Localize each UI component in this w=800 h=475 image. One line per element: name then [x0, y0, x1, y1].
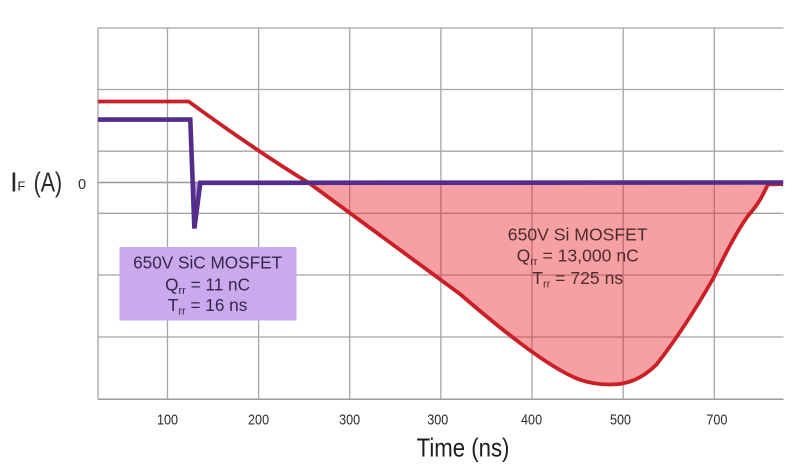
svg-text:200: 200	[248, 412, 269, 428]
svg-text:500: 500	[610, 412, 631, 428]
svg-text:650V Si MOSFET: 650V Si MOSFET	[508, 225, 648, 245]
svg-text:300: 300	[427, 412, 448, 428]
svg-text:Qrr = 11 nC: Qrr = 11 nC	[165, 275, 250, 298]
svg-text:400: 400	[521, 412, 542, 428]
svg-text:Trr = 725 ns: Trr = 725 ns	[532, 268, 623, 291]
svg-text:I: I	[10, 167, 18, 198]
svg-text:Trr = 16 ns: Trr = 16 ns	[168, 295, 247, 318]
svg-text:300: 300	[339, 412, 360, 428]
svg-text:650V SiC MOSFET: 650V SiC MOSFET	[133, 252, 282, 272]
svg-text:Qrr = 13,000 nC: Qrr = 13,000 nC	[517, 246, 640, 269]
svg-text:F: F	[17, 179, 25, 194]
svg-text:Time (ns): Time (ns)	[417, 434, 510, 463]
svg-text:100: 100	[157, 412, 178, 428]
svg-text:(A): (A)	[34, 168, 63, 198]
svg-text:0: 0	[78, 177, 86, 193]
svg-text:700: 700	[706, 412, 727, 428]
